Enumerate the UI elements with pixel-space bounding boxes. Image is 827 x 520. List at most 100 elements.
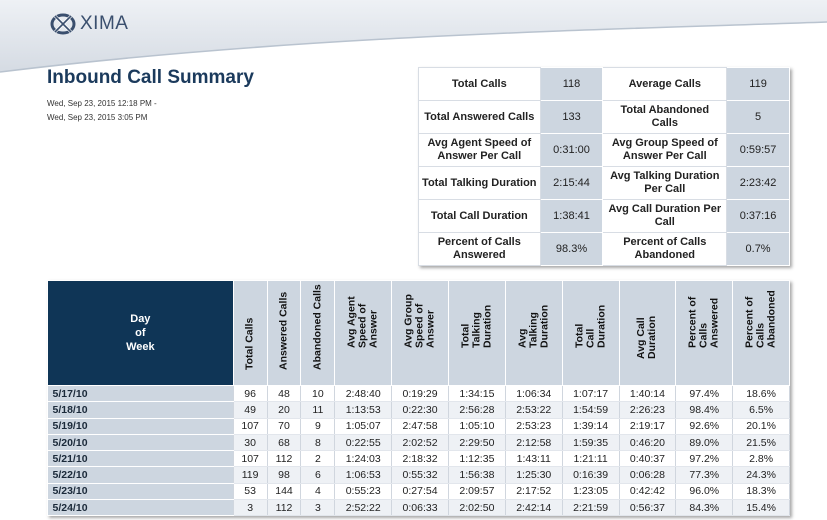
summary-value: 133 (539, 100, 604, 134)
column-header-label: Abandoned Calls (311, 284, 324, 370)
table-cell: 0:22:30 (391, 401, 449, 419)
summary-value: 5 (726, 100, 790, 134)
table-cell: 8 (300, 434, 336, 452)
column-header-label: Avg Agent Speed of Answer (345, 296, 380, 348)
table-cell: 2:42:14 (505, 499, 563, 517)
table-row: 5/24/10 3 112 3 2:52:22 0:06:33 2:02:50 2:42:14… (47, 499, 790, 517)
table-cell: 0:46:20 (619, 434, 677, 452)
table-cell: 1:25:30 (505, 466, 563, 484)
table-cell: 0:55:23 (334, 483, 393, 501)
column-header-label: Avg Group Speed of Answer (402, 294, 437, 348)
table-cell: 6.5% (732, 401, 790, 419)
column-header: Total Calls (232, 280, 268, 386)
table-cell: 21.5% (732, 434, 790, 452)
summary-row: Total Answered Calls 133 Total Abandoned C… (418, 100, 790, 134)
daily-detail-table: Day of Week Total Calls Answered Calls Aba… (47, 280, 790, 517)
row-date: 5/22/10 (47, 466, 234, 484)
table-cell: 49 (233, 401, 268, 419)
table-cell: 1:05:10 (448, 418, 506, 435)
table-cell: 9 (300, 418, 336, 435)
column-header: Total Talking Duration (447, 280, 506, 386)
table-cell: 53 (233, 483, 268, 501)
column-header-label: Total Talking Duration (459, 304, 494, 348)
summary-row: Percent of Calls Answered 98.3% Percent of… (418, 232, 790, 266)
table-cell: 70 (267, 418, 302, 435)
row-date: 5/21/10 (47, 450, 234, 468)
summary-value: 0:37:16 (726, 199, 790, 233)
header-band (0, 0, 827, 73)
summary-value: 0:31:00 (539, 133, 604, 167)
summary-label: Avg Group Speed of Answer Per Call (602, 133, 728, 167)
summary-value: 2:23:42 (726, 166, 790, 200)
table-cell: 1:23:05 (562, 483, 620, 501)
table-cell: 30 (233, 434, 268, 452)
table-cell: 2:48:40 (334, 385, 393, 403)
table-cell: 10 (300, 385, 336, 403)
row-date: 5/23/10 (47, 483, 234, 501)
summary-row: Total Talking Duration 2:15:44 Avg Talking… (418, 166, 790, 200)
summary-table: Total Calls 118 Average Calls 119 Total Answ… (418, 67, 790, 266)
row-date: 5/18/10 (47, 401, 234, 419)
table-row: 5/20/10 30 68 8 0:22:55 2:02:52 2:29:50 2:12:58… (47, 434, 790, 452)
table-cell: 97.4% (675, 385, 734, 403)
table-cell: 1:43:11 (505, 450, 563, 468)
summary-label: Total Call Duration (418, 199, 541, 233)
summary-row: Total Call Duration 1:38:41 Avg Call Durat… (418, 199, 790, 233)
table-cell: 2:02:50 (448, 499, 506, 517)
table-cell: 2.8% (732, 450, 790, 468)
column-header: Total Call Duration (561, 280, 620, 386)
page-title: Inbound Call Summary (47, 67, 254, 88)
table-cell: 1:34:15 (448, 385, 506, 403)
summary-label: Percent of Calls Abandoned (602, 232, 728, 266)
column-header: Percent of Calls Abandoned (732, 280, 790, 386)
table-cell: 20.1% (732, 418, 790, 435)
table-cell: 1:13:53 (334, 401, 393, 419)
column-header-label: Percent of Calls Abandoned (743, 290, 778, 348)
column-header: Abandoned Calls (300, 280, 336, 386)
column-header: Percent of Calls Answered (675, 280, 734, 386)
table-cell: 89.0% (675, 434, 734, 452)
table-cell: 48 (267, 385, 302, 403)
summary-row: Avg Agent Speed of Answer Per Call 0:31:0… (418, 133, 790, 167)
table-cell: 0:40:37 (619, 450, 677, 468)
column-header: Avg Agent Speed of Answer (334, 280, 393, 386)
table-cell: 2:21:59 (562, 499, 620, 517)
summary-label: Avg Agent Speed of Answer Per Call (418, 133, 541, 167)
table-cell: 2:17:52 (505, 483, 563, 501)
table-cell: 68 (267, 434, 302, 452)
table-cell: 98 (267, 466, 302, 484)
row-date: 5/17/10 (47, 385, 234, 403)
summary-label: Total Abandoned Calls (602, 100, 728, 134)
table-cell: 2:29:50 (448, 434, 506, 452)
table-cell: 1:39:14 (562, 418, 620, 435)
table-cell: 1:59:35 (562, 434, 620, 452)
summary-label: Total Answered Calls (418, 100, 541, 134)
table-cell: 2:52:22 (334, 499, 393, 517)
table-cell: 24.3% (732, 466, 790, 484)
table-cell: 18.6% (732, 385, 790, 403)
table-cell: 1:24:03 (334, 450, 393, 468)
column-header: Answered Calls (266, 280, 302, 386)
summary-label: Avg Talking Duration Per Call (602, 166, 728, 200)
table-cell: 15.4% (732, 499, 790, 517)
table-row: 5/22/10 119 98 6 1:06:53 0:55:32 1:56:38 1:25:3… (47, 466, 790, 484)
row-date: 5/20/10 (47, 434, 234, 452)
column-header-label: Answered Calls (277, 291, 290, 370)
table-cell: 0:27:54 (391, 483, 449, 501)
table-row: 5/23/10 53 144 4 0:55:23 0:27:54 2:09:57 2:17:5… (47, 483, 790, 501)
table-cell: 2:12:58 (505, 434, 563, 452)
table-cell: 0:19:29 (391, 385, 449, 403)
table-cell: 0:06:33 (391, 499, 449, 517)
table-cell: 92.6% (675, 418, 734, 435)
table-cell: 2:09:57 (448, 483, 506, 501)
row-date: 5/24/10 (47, 499, 234, 517)
table-cell: 1:12:35 (448, 450, 506, 468)
day-of-week-header: Day of Week (47, 280, 234, 386)
table-cell: 84.3% (675, 499, 734, 517)
table-cell: 2:53:22 (505, 401, 563, 419)
table-cell: 4 (300, 483, 336, 501)
table-cell: 18.3% (732, 483, 790, 501)
table-cell: 1:06:34 (505, 385, 563, 403)
summary-value: 2:15:44 (539, 166, 604, 200)
table-cell: 0:55:32 (391, 466, 449, 484)
